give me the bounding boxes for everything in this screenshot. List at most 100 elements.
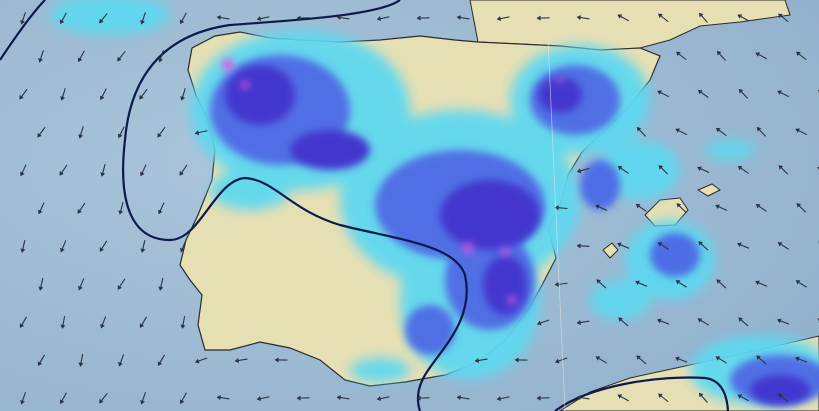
wind-arrow	[675, 128, 688, 136]
wind-arrow	[158, 278, 164, 291]
wind-arrow	[756, 126, 767, 137]
wind-arrow	[376, 16, 390, 22]
wind-arrow	[697, 89, 709, 99]
wind-arrow	[216, 15, 230, 21]
wind-arrow	[256, 396, 270, 402]
wind-arrow	[618, 317, 629, 327]
wind-arrow	[78, 354, 84, 367]
wind-arrow	[514, 357, 528, 363]
wind-arrow	[179, 392, 187, 405]
wind-arrow	[554, 281, 568, 287]
wind-arrow	[474, 358, 488, 363]
wind-arrow	[118, 354, 125, 367]
wind-arrow	[38, 202, 45, 215]
wind-arrow	[296, 395, 310, 401]
wind-arrow	[456, 15, 470, 21]
wind-arrow	[157, 126, 166, 138]
wind-arrow	[117, 278, 126, 290]
wind-arrow	[635, 280, 648, 287]
wind-arrow	[596, 279, 607, 289]
wind-arrow	[776, 318, 790, 325]
wind-arrow	[675, 280, 687, 288]
wind-arrow	[536, 15, 550, 21]
isobar-line	[554, 376, 730, 411]
wind-arrow	[576, 167, 590, 174]
wind-arrow	[336, 395, 350, 401]
wind-arrow	[698, 241, 709, 251]
wind-arrow	[796, 203, 807, 213]
wind-arrow	[716, 279, 727, 289]
wind-arrow	[60, 88, 66, 101]
isobars	[0, 0, 730, 411]
wind-arrow	[795, 128, 808, 136]
wind-arrow	[576, 15, 590, 21]
wind-arrow	[140, 12, 146, 25]
wind-arrow	[674, 356, 688, 363]
wind-arrow	[715, 356, 727, 364]
wind-arrow	[140, 392, 146, 405]
wind-arrow	[77, 202, 86, 214]
wind-arrow	[755, 280, 768, 287]
wind-arrow	[100, 316, 107, 329]
wind-arrow	[576, 320, 590, 325]
wind-arrow	[697, 166, 710, 174]
wind-arrow	[117, 126, 125, 139]
wind-arrow	[796, 51, 807, 61]
wind-arrow	[20, 164, 27, 177]
wind-arrow	[617, 166, 629, 174]
wind-arrow	[738, 317, 749, 327]
wind-arrow	[20, 12, 26, 25]
wind-arrow	[658, 165, 669, 175]
wind-arrow	[99, 12, 108, 24]
wind-arrow	[778, 165, 789, 175]
wind-arrow	[180, 88, 186, 101]
wind-arrow	[617, 394, 630, 402]
wind-arrow	[100, 164, 106, 177]
wind-arrow	[536, 395, 550, 401]
wind-arrow	[496, 16, 510, 22]
wind-arrow	[715, 204, 728, 212]
wind-arrow	[715, 127, 727, 137]
wind-arrow	[179, 164, 188, 176]
wind-arrow	[37, 354, 46, 367]
wind-arrows	[19, 12, 819, 405]
wind-arrow	[158, 50, 164, 63]
wind-arrow	[738, 88, 749, 99]
wind-arrow	[157, 354, 166, 367]
wind-arrow	[60, 316, 66, 329]
wind-arrow	[99, 240, 108, 252]
wind-arrow	[576, 395, 590, 401]
wind-arrow	[60, 240, 67, 253]
wind-arrow	[274, 357, 288, 363]
wind-arrow	[78, 126, 84, 139]
wind-arrow	[617, 242, 630, 249]
wind-arrow	[777, 90, 790, 98]
wind-arrow	[99, 88, 107, 101]
wind-arrow	[117, 50, 126, 62]
wind-arrow	[636, 355, 647, 365]
wind-arrow	[78, 278, 85, 291]
wind-arrow	[38, 50, 44, 63]
wind-arrow	[216, 395, 230, 401]
wind-arrow	[755, 204, 767, 212]
wind-arrow	[794, 356, 808, 363]
wind-arrow	[234, 358, 248, 363]
wind-arrow	[256, 16, 270, 22]
wind-arrow	[140, 240, 146, 253]
wind-arrow	[636, 126, 647, 137]
wind-arrow	[755, 52, 768, 60]
wind-arrow	[657, 90, 670, 98]
isobar-line	[0, 0, 46, 61]
wind-arrow	[595, 204, 608, 212]
wind-arrow	[416, 395, 430, 401]
wind-arrow	[77, 50, 85, 63]
wind-arrow	[716, 50, 726, 61]
wind-arrow	[19, 88, 28, 100]
wind-arrow	[180, 316, 186, 329]
wind-arrow	[777, 242, 789, 250]
wind-arrow	[756, 355, 767, 365]
wind-arrow	[698, 12, 708, 23]
wind-arrow	[59, 12, 67, 25]
